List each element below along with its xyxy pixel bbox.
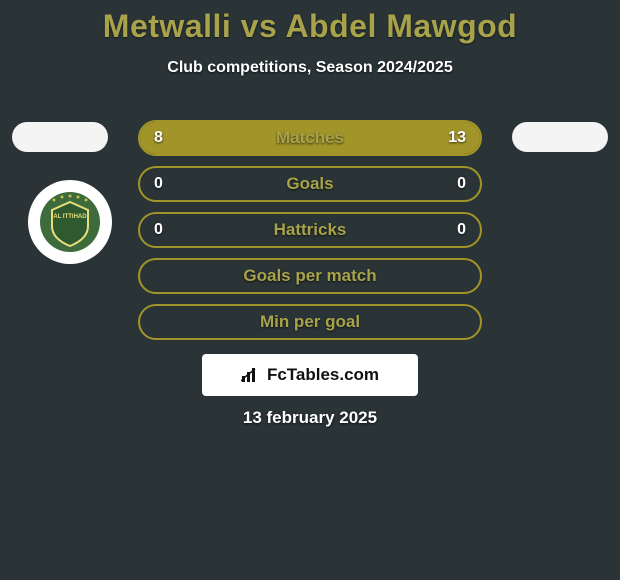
stat-label: Min per goal xyxy=(140,312,480,332)
infographic-root: Metwalli vs Abdel Mawgod Club competitio… xyxy=(0,0,620,580)
stat-row: 00Hattricks xyxy=(138,212,482,248)
stat-label: Matches xyxy=(140,128,480,148)
page-title: Metwalli vs Abdel Mawgod xyxy=(0,8,620,45)
stat-label: Goals per match xyxy=(140,266,480,286)
stat-label: Goals xyxy=(140,174,480,194)
stat-label: Hattricks xyxy=(140,220,480,240)
shield-icon: AL ITTIHAD xyxy=(38,190,102,254)
club-badge-label: AL ITTIHAD xyxy=(53,214,87,220)
stat-row: Goals per match xyxy=(138,258,482,294)
stat-row: 00Goals xyxy=(138,166,482,202)
club-right-badge xyxy=(512,176,608,206)
player-left-avatar xyxy=(12,122,108,152)
club-left-badge: AL ITTIHAD xyxy=(28,180,112,264)
stat-row: Min per goal xyxy=(138,304,482,340)
brand-text: FcTables.com xyxy=(267,365,379,385)
page-subtitle: Club competitions, Season 2024/2025 xyxy=(0,59,620,77)
infographic-date: 13 february 2025 xyxy=(0,408,620,428)
bar-chart-icon xyxy=(241,367,261,383)
comparison-bars: 813Matches 00Goals 00Hattricks Goals per ma… xyxy=(138,120,482,350)
player-right-avatar xyxy=(512,122,608,152)
stat-row: 813Matches xyxy=(138,120,482,156)
brand-box: FcTables.com xyxy=(202,354,418,396)
